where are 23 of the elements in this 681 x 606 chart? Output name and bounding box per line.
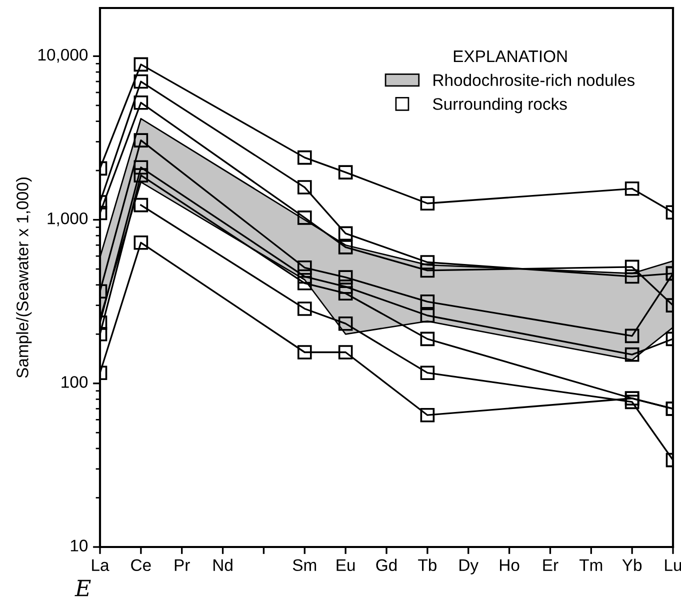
x-tick-label: Er [543, 559, 558, 571]
x-tick-label: Pr [174, 559, 190, 571]
legend-label: Rhodochrosite-rich nodules [434, 74, 634, 86]
x-tick-label: Gd [376, 558, 397, 572]
x-tick-label: Nd [214, 558, 232, 572]
x-tick-label: Dy [460, 559, 479, 574]
x-tick-label: Lu [665, 559, 681, 572]
x-tick-label: Sm [292, 559, 316, 572]
y-tick-label: 1,000 [48, 212, 88, 226]
x-tick-label: Tm [579, 559, 602, 571]
x-tick-label: Eu [336, 559, 355, 572]
y-tick-label: 10,000 [38, 48, 88, 63]
x-tick-label: Ho [500, 559, 520, 572]
y-tick-label: 100 [62, 376, 88, 388]
text: E [74, 580, 91, 596]
y-axis-title: Sample/(Seawater x 1,000) [16, 178, 32, 378]
legend-label: Surrounding rocks [432, 98, 567, 114]
x-tick-label: Tb [418, 558, 436, 572]
x-tick-label: Ce [131, 559, 151, 572]
x-tick-label: La [92, 559, 110, 572]
legend-title: EXPLANATION [454, 50, 567, 62]
x-tick-label: Yb [622, 558, 642, 572]
y-tick-label: 10 [70, 540, 88, 552]
